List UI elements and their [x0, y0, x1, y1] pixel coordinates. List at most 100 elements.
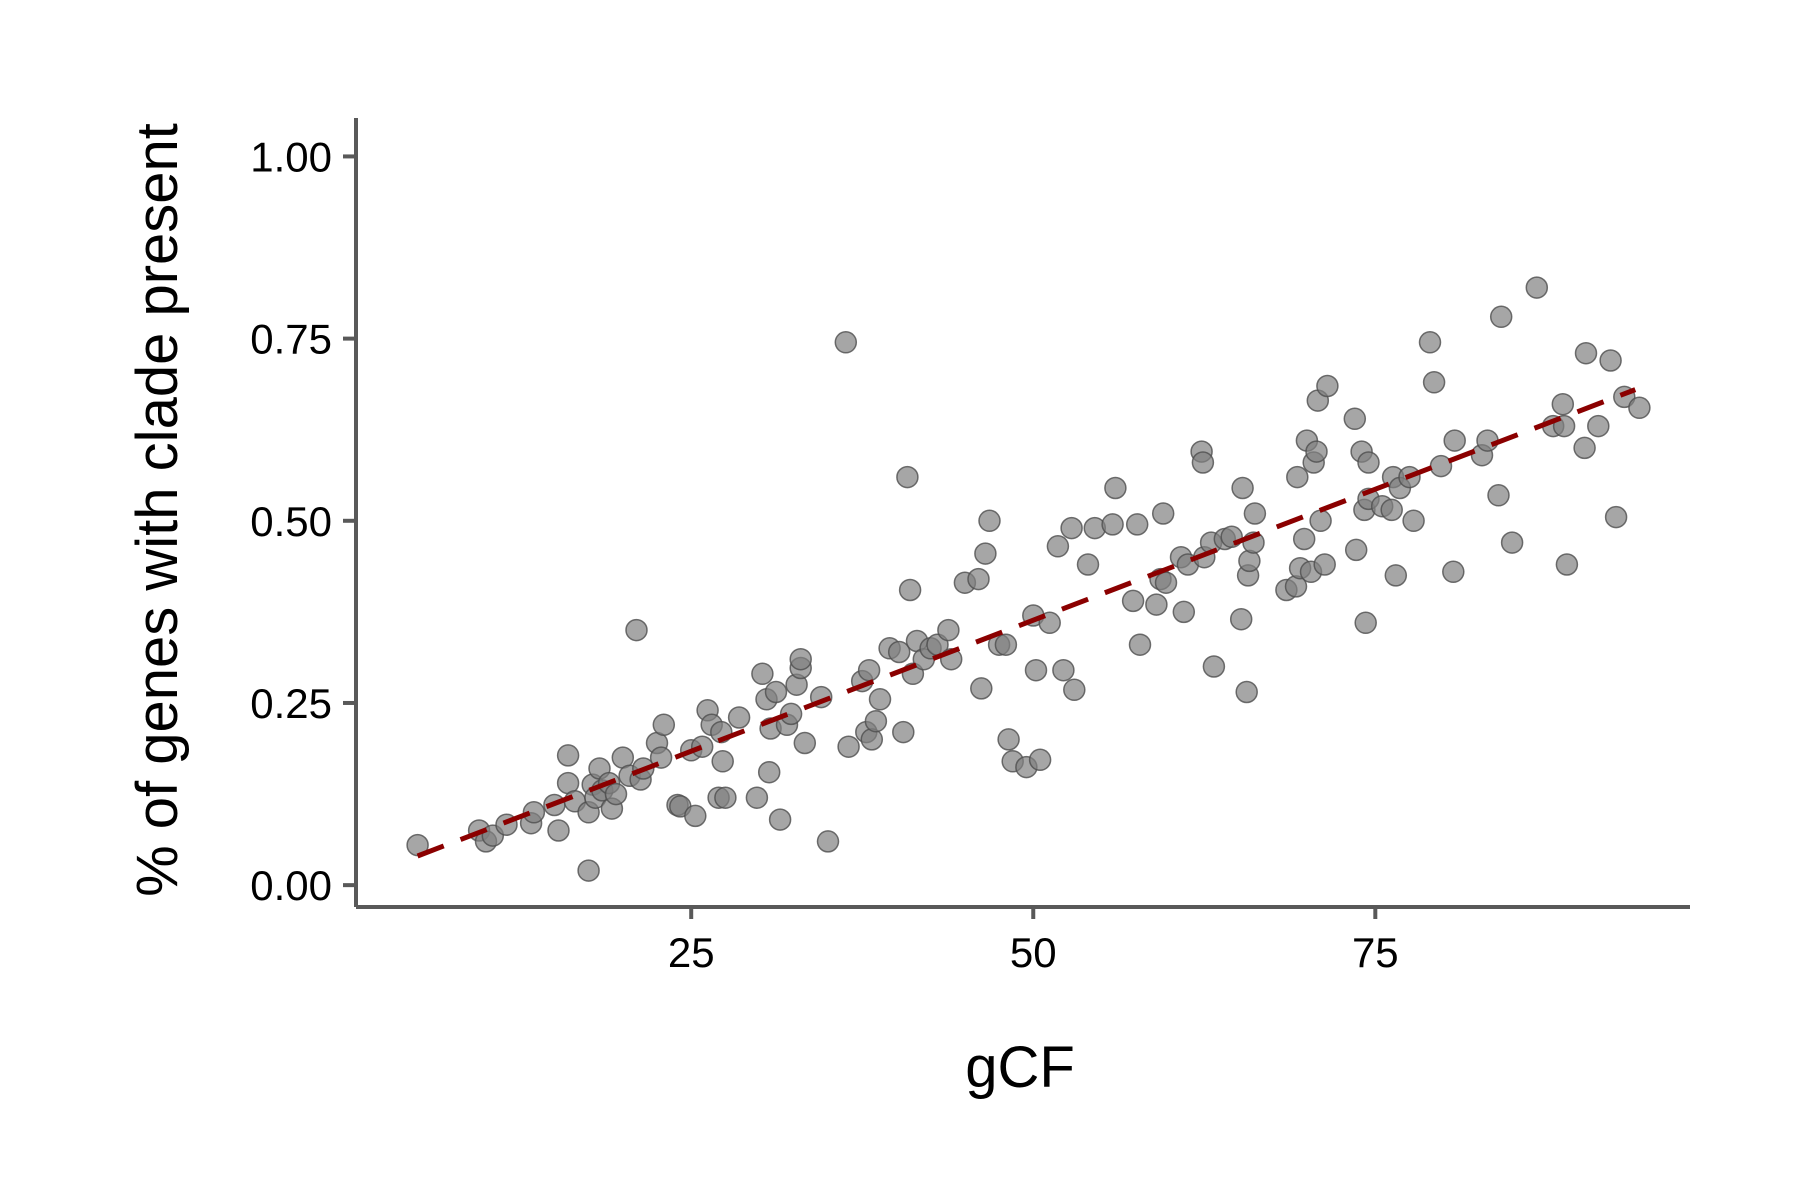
data-point-142: [1357, 451, 1380, 474]
data-point-91: [1046, 535, 1070, 558]
x-tick-label: 25: [668, 929, 715, 976]
x-axis-ticks: 25 50 75: [668, 907, 1399, 976]
data-point-10: [556, 744, 580, 767]
data-point-110: [1191, 451, 1215, 474]
data-point-81: [978, 509, 1001, 533]
data-point-39: [711, 750, 734, 773]
data-point-42: [745, 786, 769, 809]
data-point-116: [1229, 607, 1253, 631]
y-axis-ticks: 0.00 0.25 0.50 0.75 1.00: [250, 133, 356, 909]
data-point-154: [1443, 429, 1466, 452]
data-point-157: [1487, 484, 1510, 507]
x-tick-label: 50: [1010, 929, 1057, 976]
y-tick-label: 0.50: [250, 498, 332, 545]
trend-line-layer: [416, 387, 1637, 859]
data-point-88: [1024, 658, 1048, 682]
trend-line: [416, 387, 1637, 859]
data-point-113: [1202, 655, 1226, 678]
data-point-29: [652, 713, 676, 737]
data-point-156: [1476, 429, 1499, 452]
data-point-54: [793, 731, 817, 755]
data-point-150: [1418, 331, 1442, 354]
data-point-127: [1292, 527, 1316, 551]
axes: 25 50 75 0.00 0.25 0.50 0.75 1.00: [250, 118, 1690, 976]
data-point-101: [1128, 633, 1152, 656]
data-point-94: [1063, 678, 1086, 702]
data-point-144: [1380, 498, 1403, 522]
data-point-167: [1587, 414, 1610, 438]
data-point-98: [1104, 476, 1127, 500]
data-point-105: [1154, 571, 1178, 594]
data-point-45: [757, 760, 781, 784]
y-tick-label: 0.25: [250, 680, 332, 727]
data-point-153: [1442, 560, 1465, 584]
data-point-97: [1101, 513, 1124, 536]
y-tick-label: 0.00: [250, 862, 332, 909]
data-point-162: [1551, 392, 1575, 416]
data-point-131: [1305, 440, 1328, 463]
x-tick-label: 75: [1352, 929, 1399, 976]
data-point-50: [779, 702, 803, 726]
data-point-168: [1599, 349, 1622, 372]
data-point-107: [1172, 600, 1196, 624]
data-point-160: [1525, 276, 1549, 299]
data-point-66: [887, 640, 911, 664]
data-point-100: [1125, 513, 1149, 536]
data-point-99: [1121, 589, 1145, 613]
data-point-83: [994, 633, 1018, 656]
data-point-57: [834, 331, 858, 354]
data-points: [406, 276, 1651, 882]
data-point-151: [1422, 371, 1446, 394]
data-point-24: [625, 618, 648, 642]
data-point-133: [1309, 509, 1332, 533]
data-point-137: [1344, 538, 1368, 562]
y-tick-label: 0.75: [250, 316, 332, 363]
data-point-158: [1489, 305, 1513, 329]
data-point-63: [864, 709, 888, 733]
data-point-68: [896, 465, 919, 489]
data-point-125: [1286, 465, 1309, 489]
data-point-89: [1028, 748, 1052, 772]
y-axis-title: % of genes with clade present: [125, 123, 190, 897]
data-point-69: [898, 578, 922, 602]
y-tick-label: 1.00: [250, 133, 332, 180]
data-point-78: [967, 567, 990, 591]
data-point-102: [1145, 593, 1168, 616]
data-point-166: [1574, 341, 1598, 365]
x-axis-title: gCF: [965, 1035, 1075, 1100]
data-point-79: [970, 677, 993, 700]
data-point-117: [1231, 476, 1254, 500]
data-point-134: [1313, 553, 1336, 576]
data-point-140: [1354, 611, 1377, 635]
data-point-135: [1316, 374, 1339, 398]
data-point-165: [1573, 436, 1596, 460]
data-point-7: [522, 801, 546, 824]
data-point-61: [857, 658, 881, 682]
data-point-33: [684, 804, 707, 828]
data-point-41: [727, 706, 751, 729]
data-point-93: [1060, 516, 1083, 540]
data-point-75: [937, 618, 960, 642]
data-point-21: [604, 782, 628, 806]
data-point-136: [1343, 407, 1367, 431]
data-point-159: [1500, 531, 1524, 554]
data-point-56: [816, 830, 840, 853]
data-point-164: [1555, 553, 1579, 576]
data-point-149: [1402, 509, 1425, 533]
data-point-48: [768, 808, 792, 831]
data-point-95: [1076, 553, 1100, 576]
data-point-9: [547, 819, 570, 842]
data-point-62: [860, 728, 884, 751]
data-point-169: [1604, 505, 1628, 529]
data-point-40: [714, 786, 737, 809]
data-point-115: [1220, 525, 1243, 549]
data-point-120: [1238, 549, 1261, 573]
data-point-92: [1052, 658, 1075, 682]
data-point-104: [1151, 502, 1175, 525]
data-point-84: [997, 728, 1020, 751]
data-point-146: [1384, 564, 1408, 587]
data-point-122: [1243, 502, 1267, 525]
data-point-47: [764, 680, 788, 704]
data-point-64: [868, 688, 892, 711]
